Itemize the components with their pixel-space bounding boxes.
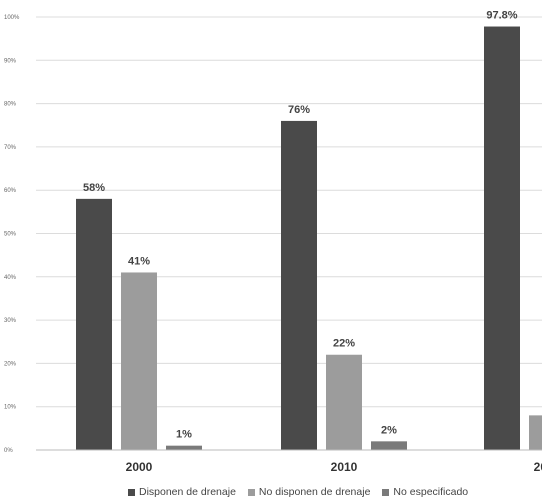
data-label: 58%	[83, 182, 105, 194]
y-tick-label: 100%	[4, 15, 20, 21]
y-tick-label: 40%	[4, 275, 17, 281]
y-tick-label: 50%	[4, 232, 17, 238]
legend-label-no-disponen: No disponen de drenaje	[258, 486, 371, 498]
legend-label-disponen: Disponen de drenaje	[139, 486, 236, 498]
bar	[121, 272, 157, 450]
y-tick-label: 30%	[4, 318, 17, 324]
y-tick-label: 90%	[4, 58, 17, 64]
data-label: 2%	[381, 424, 397, 436]
legend-label-no-especificado: No especificado	[393, 486, 469, 498]
data-label: 97.8%	[486, 10, 517, 22]
legend-swatch-no-especificado	[382, 488, 390, 496]
data-label: 76%	[288, 104, 310, 116]
x-category-label: 2020	[534, 460, 542, 474]
y-tick-label: 20%	[4, 361, 17, 367]
legend-item-no-disponen: No disponen de drenaje	[247, 486, 371, 498]
bar	[326, 354, 362, 450]
bar	[76, 198, 112, 450]
y-tick-label: 60%	[4, 188, 17, 194]
data-label: 1%	[176, 429, 192, 441]
bar	[371, 441, 407, 450]
x-category-label: 2010	[331, 460, 358, 474]
x-category-label: 2000	[126, 460, 153, 474]
bar	[484, 26, 520, 450]
legend: Disponen de drenaje No disponen de drena…	[128, 486, 468, 498]
bar	[281, 120, 317, 451]
y-tick-label: 10%	[4, 405, 17, 411]
y-tick-label: 80%	[4, 102, 17, 108]
legend-item-disponen: Disponen de drenaje	[128, 486, 236, 498]
bar	[529, 415, 542, 450]
bar	[166, 445, 202, 450]
legend-item-no-especificado: No especificado	[382, 486, 468, 498]
data-label: 41%	[128, 255, 150, 267]
y-tick-label: 0%	[4, 448, 13, 454]
legend-swatch-no-disponen	[247, 488, 255, 496]
legend-swatch-disponen	[128, 488, 135, 496]
y-tick-label: 70%	[4, 145, 17, 151]
data-label: 22%	[333, 338, 355, 350]
